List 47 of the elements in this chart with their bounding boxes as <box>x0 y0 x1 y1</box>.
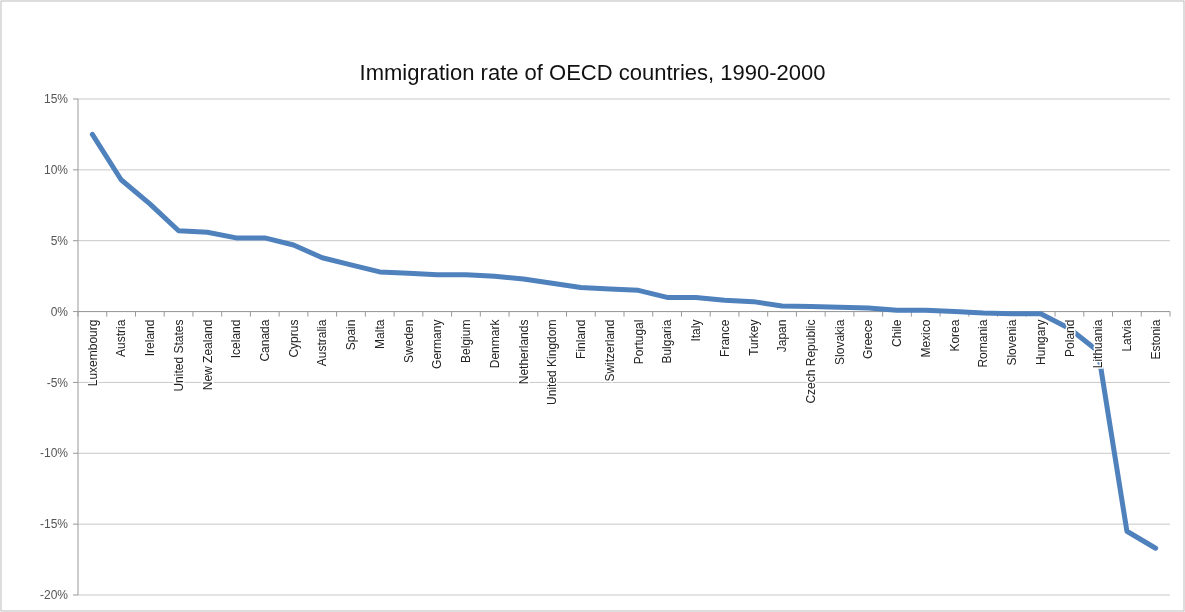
x-tick-label: Lithuania <box>1091 319 1106 369</box>
x-tick-label: United States <box>171 319 186 392</box>
x-tick-label: Austria <box>114 319 129 357</box>
x-tick-label: Korea <box>947 319 962 352</box>
y-tick-label: 10% <box>43 163 69 178</box>
y-tick-label: 15% <box>43 92 69 107</box>
x-tick-label: Switzerland <box>602 319 617 382</box>
x-tick-label: Ireland <box>143 319 158 357</box>
x-tick-label: Estonia <box>1148 319 1163 360</box>
x-tick-label: Romania <box>976 319 991 368</box>
x-tick-label: Latvia <box>1120 319 1135 352</box>
x-tick-label: Belgium <box>459 319 474 363</box>
x-tick-label: Germany <box>430 319 445 369</box>
x-tick-label: Greece <box>861 319 876 359</box>
x-tick-label: New Zealand <box>200 319 215 391</box>
x-tick-label: Italy <box>689 319 704 342</box>
x-tick-label: Canada <box>257 319 272 362</box>
x-tick-label: Japan <box>775 319 790 353</box>
y-tick-label: -20% <box>39 588 69 603</box>
x-tick-label: Czech Republic <box>803 319 818 404</box>
y-tick-label: -10% <box>39 446 69 461</box>
x-tick-label: Luxembourg <box>85 319 100 387</box>
x-tick-label: Sweden <box>401 319 416 363</box>
y-tick-label: -5% <box>46 375 69 390</box>
x-tick-label: Malta <box>372 319 387 349</box>
x-tick-label: Spain <box>344 319 359 351</box>
x-tick-label: Denmark <box>487 318 502 369</box>
x-tick-label: Bulgaria <box>660 319 675 364</box>
y-tick-label: 5% <box>50 233 69 248</box>
x-tick-label: Netherlands <box>516 319 531 385</box>
y-tick-label: 0% <box>50 304 69 319</box>
x-tick-label: Hungary <box>1033 319 1048 365</box>
x-tick-label: Cyprus <box>286 319 301 358</box>
x-tick-label: France <box>717 319 732 357</box>
x-tick-label: Slovenia <box>1005 319 1020 366</box>
x-tick-label: Poland <box>1062 319 1077 357</box>
x-tick-label: Mexico <box>918 319 933 358</box>
chart-title: Immigration rate of OECD countries, 1990-2000 <box>359 60 826 85</box>
x-tick-label: Slovakia <box>832 319 847 365</box>
x-tick-label: Turkey <box>746 319 761 356</box>
x-tick-label: Finland <box>574 319 589 359</box>
x-tick-label: Portugal <box>631 319 646 365</box>
y-tick-label: -15% <box>39 517 69 532</box>
x-tick-label: Australia <box>315 319 330 367</box>
x-tick-label: United Kingdom <box>545 319 560 405</box>
x-tick-label: Iceland <box>229 319 244 359</box>
x-tick-label: Chile <box>890 319 905 347</box>
